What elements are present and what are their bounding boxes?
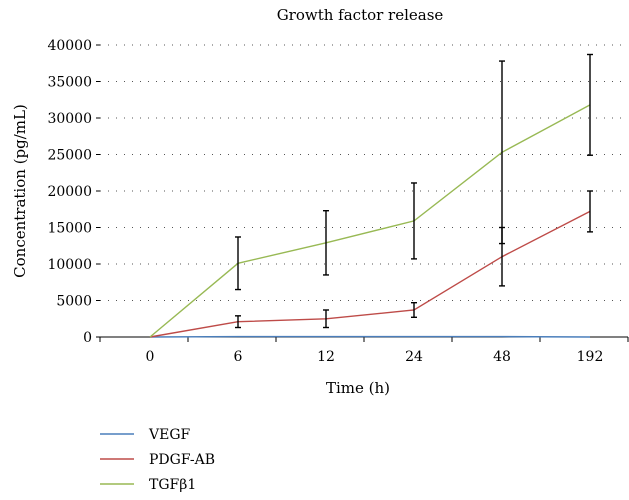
- y-axis-label: Concentration (pg/mL): [11, 104, 29, 278]
- y-tick-label: 30000: [47, 111, 92, 127]
- series-line: [149, 104, 591, 338]
- x-tick-label: 0: [146, 349, 155, 365]
- error-bars: [235, 53, 593, 329]
- y-tick-label: 25000: [47, 148, 92, 164]
- x-axis: 0 6 12 24 48 192: [99, 336, 629, 365]
- legend: VEGF PDGF-AB TGFβ1: [100, 427, 215, 493]
- x-tick-label: 192: [577, 349, 604, 365]
- y-tick-label: 0: [83, 330, 92, 346]
- y-tick-label: 5000: [56, 294, 92, 310]
- y-tick-label: 40000: [47, 38, 92, 54]
- y-tick-label: 20000: [47, 184, 92, 200]
- x-tick-label: 6: [234, 349, 243, 365]
- chart-title: Growth factor release: [277, 6, 444, 24]
- legend-label: PDGF-AB: [149, 452, 215, 468]
- x-axis-label: Time (h): [326, 379, 390, 397]
- x-tick-label: 12: [317, 349, 335, 365]
- x-tick-label: 24: [405, 349, 423, 365]
- y-tick-label: 35000: [47, 75, 92, 91]
- legend-label: TGFβ1: [149, 477, 196, 493]
- x-tick-label: 48: [493, 349, 511, 365]
- series-group: [149, 104, 591, 338]
- y-tick-label: 10000: [47, 257, 92, 273]
- grid-lines: [100, 44, 628, 301]
- y-tick-label: 15000: [47, 221, 92, 237]
- legend-label: VEGF: [148, 427, 191, 443]
- series-line: [149, 210, 591, 338]
- y-axis: 0 5000 10000 15000 20000 25000 30000 35000 40000: [47, 38, 100, 346]
